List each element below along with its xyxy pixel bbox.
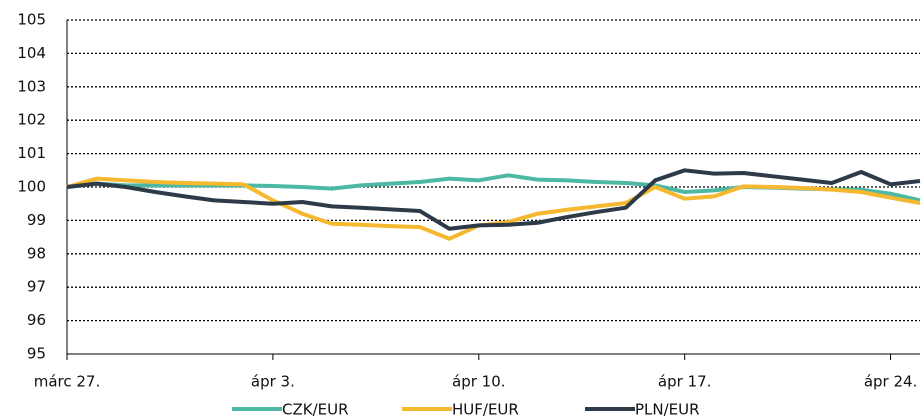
legend-label: HUF/EUR — [452, 401, 519, 419]
x-tick-label: márc 27. — [34, 373, 101, 391]
x-tick-label: ápr 10. — [452, 373, 506, 391]
y-tick-label: 100 — [17, 178, 46, 196]
y-tick-label: 96 — [27, 311, 46, 329]
legend-label: CZK/EUR — [282, 401, 349, 419]
series-line — [66, 176, 921, 241]
y-tick-label: 97 — [27, 278, 46, 296]
y-tick-label: 102 — [17, 111, 46, 129]
x-tick-label: ápr 17. — [658, 373, 712, 391]
y-tick-label: 98 — [27, 244, 46, 262]
y-tick-label: 101 — [17, 144, 46, 162]
x-tick-label: ápr 24. — [864, 373, 918, 391]
y-tick-label: 99 — [27, 211, 46, 229]
y-tick-label: 105 — [17, 11, 46, 29]
legend-label: PLN/EUR — [635, 401, 700, 419]
y-tick-label: 103 — [17, 77, 46, 95]
y-tick-label: 95 — [27, 345, 46, 363]
series-line — [66, 168, 921, 231]
x-tick-label: ápr 3. — [251, 373, 295, 391]
y-tick-label: 104 — [17, 44, 46, 62]
